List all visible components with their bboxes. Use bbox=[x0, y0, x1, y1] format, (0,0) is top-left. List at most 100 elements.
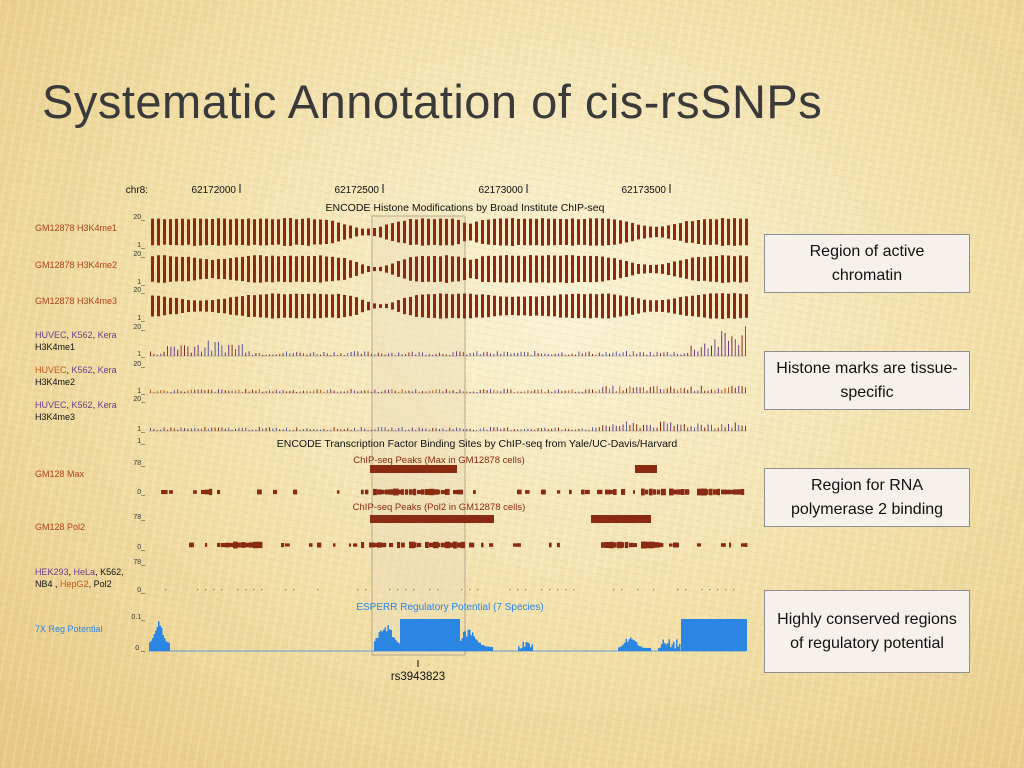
histone-signal-bar bbox=[235, 218, 238, 246]
cell-line-signal-tick bbox=[228, 427, 230, 431]
histone-signal-bar bbox=[517, 296, 520, 316]
tf-binding-signal bbox=[525, 490, 530, 494]
cell-line-signal-tick bbox=[731, 386, 733, 393]
histone-signal-bar bbox=[247, 295, 250, 317]
esperr-signal-bar bbox=[458, 619, 460, 651]
cell-line-signal-tick bbox=[629, 424, 631, 431]
cell-line-signal-tick bbox=[486, 390, 488, 393]
multi-cell-dot bbox=[477, 589, 479, 591]
cell-line-signal-tick bbox=[391, 389, 393, 393]
cell-line-signal-tick bbox=[197, 389, 199, 393]
cell-line-signal-tick bbox=[221, 345, 223, 356]
cell-line-signal-tick bbox=[354, 351, 355, 356]
cell-line-signal-tick bbox=[554, 390, 556, 393]
multi-cell-dot bbox=[461, 589, 463, 591]
histone-signal-bar bbox=[289, 294, 292, 318]
esperr-signal-bar bbox=[661, 644, 663, 651]
callout-text: Highly conserved regions of regulatory p… bbox=[777, 610, 957, 652]
cell-line-signal-tick bbox=[520, 391, 522, 393]
cell-line-signal-tick bbox=[728, 387, 729, 393]
tf-binding-signal bbox=[237, 542, 241, 548]
histone-signal-bar bbox=[733, 218, 736, 246]
cell-line-signal-tick bbox=[588, 429, 590, 431]
cell-line-signal-tick bbox=[459, 428, 461, 431]
tf-binding-signal bbox=[257, 541, 263, 549]
esperr-signal-bar bbox=[165, 641, 167, 651]
cell-line-signal-tick bbox=[422, 391, 423, 393]
cell-line-signal-tick bbox=[690, 426, 692, 431]
cell-line-signal-tick bbox=[190, 352, 192, 356]
esperr-signal-bar bbox=[687, 619, 689, 651]
esperr-signal-bar bbox=[418, 619, 420, 651]
cell-line-signal-tick bbox=[388, 353, 389, 356]
histone-signal-bar bbox=[643, 264, 646, 274]
cell-line-signal-tick bbox=[680, 354, 682, 356]
cell-line-signal-tick bbox=[364, 390, 366, 393]
cell-line-signal-tick bbox=[313, 390, 315, 393]
tf-binding-signal bbox=[625, 541, 629, 549]
cell-line-signal-tick bbox=[258, 427, 260, 431]
cell-line-signal-tick bbox=[568, 428, 570, 431]
cell-line-signal-tick bbox=[367, 351, 369, 356]
histone-signal-bar bbox=[319, 219, 322, 245]
esperr-signal-bar bbox=[646, 648, 648, 651]
cell-line-signal-tick bbox=[622, 424, 624, 431]
scale-label: 1_ bbox=[137, 426, 145, 433]
cell-line-signal-tick bbox=[666, 388, 668, 393]
cell-line-signal-tick bbox=[428, 390, 430, 393]
cell-line-signal-tick bbox=[422, 428, 423, 431]
cell-line-signal-tick bbox=[524, 428, 525, 431]
esperr-signal-bar bbox=[694, 619, 696, 651]
histone-signal-bar bbox=[223, 258, 226, 280]
cell-line-signal-tick bbox=[513, 391, 515, 393]
cell-line-signal-tick bbox=[452, 429, 454, 431]
cell-line-signal-tick bbox=[306, 428, 308, 431]
cell-line-signal-tick bbox=[456, 427, 457, 431]
cell-line-signal-tick bbox=[605, 386, 607, 393]
histone-signal-bar bbox=[589, 293, 592, 319]
esperr-signal-bar bbox=[697, 619, 699, 651]
cell-line-signal-tick bbox=[479, 354, 481, 356]
esperr-signal-bar bbox=[718, 619, 720, 651]
cell-line-signal-tick bbox=[153, 428, 155, 431]
histone-signal-bar bbox=[289, 218, 292, 246]
esperr-signal-bar bbox=[721, 619, 723, 651]
cell-line-signal-tick bbox=[517, 391, 519, 393]
cell-line-signal-tick bbox=[690, 386, 692, 393]
histone-signal-bar bbox=[409, 219, 412, 245]
cell-line-signal-tick bbox=[296, 351, 298, 356]
cell-line-signal-tick bbox=[581, 391, 583, 393]
tf-binding-signal bbox=[401, 542, 405, 548]
histone-signal-bar bbox=[205, 259, 208, 279]
histone-signal-bar bbox=[223, 298, 226, 314]
tf-binding-signal bbox=[709, 488, 713, 496]
histone-signal-bar bbox=[721, 218, 724, 246]
track-signal-layer bbox=[149, 218, 748, 652]
cell-line-signal-tick bbox=[326, 430, 328, 431]
cell-line-signal-tick bbox=[398, 428, 400, 431]
histone-signal-bar bbox=[487, 294, 490, 318]
histone-signal-bar bbox=[397, 261, 400, 277]
cell-line-signal-tick bbox=[714, 339, 716, 356]
cell-line-signal-tick bbox=[343, 391, 345, 393]
scale-label: 0 _ bbox=[135, 645, 145, 652]
histone-signal-bar bbox=[625, 296, 628, 316]
cell-line-signal-tick bbox=[184, 391, 185, 393]
multi-cell-dot bbox=[253, 589, 255, 591]
histone-signal-bar bbox=[217, 259, 220, 280]
cell-line-signal-tick bbox=[160, 429, 162, 431]
cell-line-signal-tick bbox=[609, 388, 610, 393]
cell-line-signal-tick bbox=[282, 353, 284, 356]
esperr-signal-bar bbox=[738, 619, 740, 651]
histone-signal-bar bbox=[229, 258, 232, 280]
histone-signal-bar bbox=[337, 257, 340, 281]
cell-line-signal-tick bbox=[568, 354, 570, 356]
esperr-signal-bar bbox=[155, 630, 157, 651]
esperr-signal-bar bbox=[152, 638, 154, 651]
cell-line-signal-tick bbox=[218, 389, 219, 393]
histone-signal-bar bbox=[709, 256, 712, 282]
cell-line-signal-tick bbox=[313, 351, 315, 356]
cell-line-signal-tick bbox=[258, 389, 260, 393]
cell-line-signal-tick bbox=[160, 390, 162, 393]
tf-binding-signal bbox=[621, 542, 625, 548]
